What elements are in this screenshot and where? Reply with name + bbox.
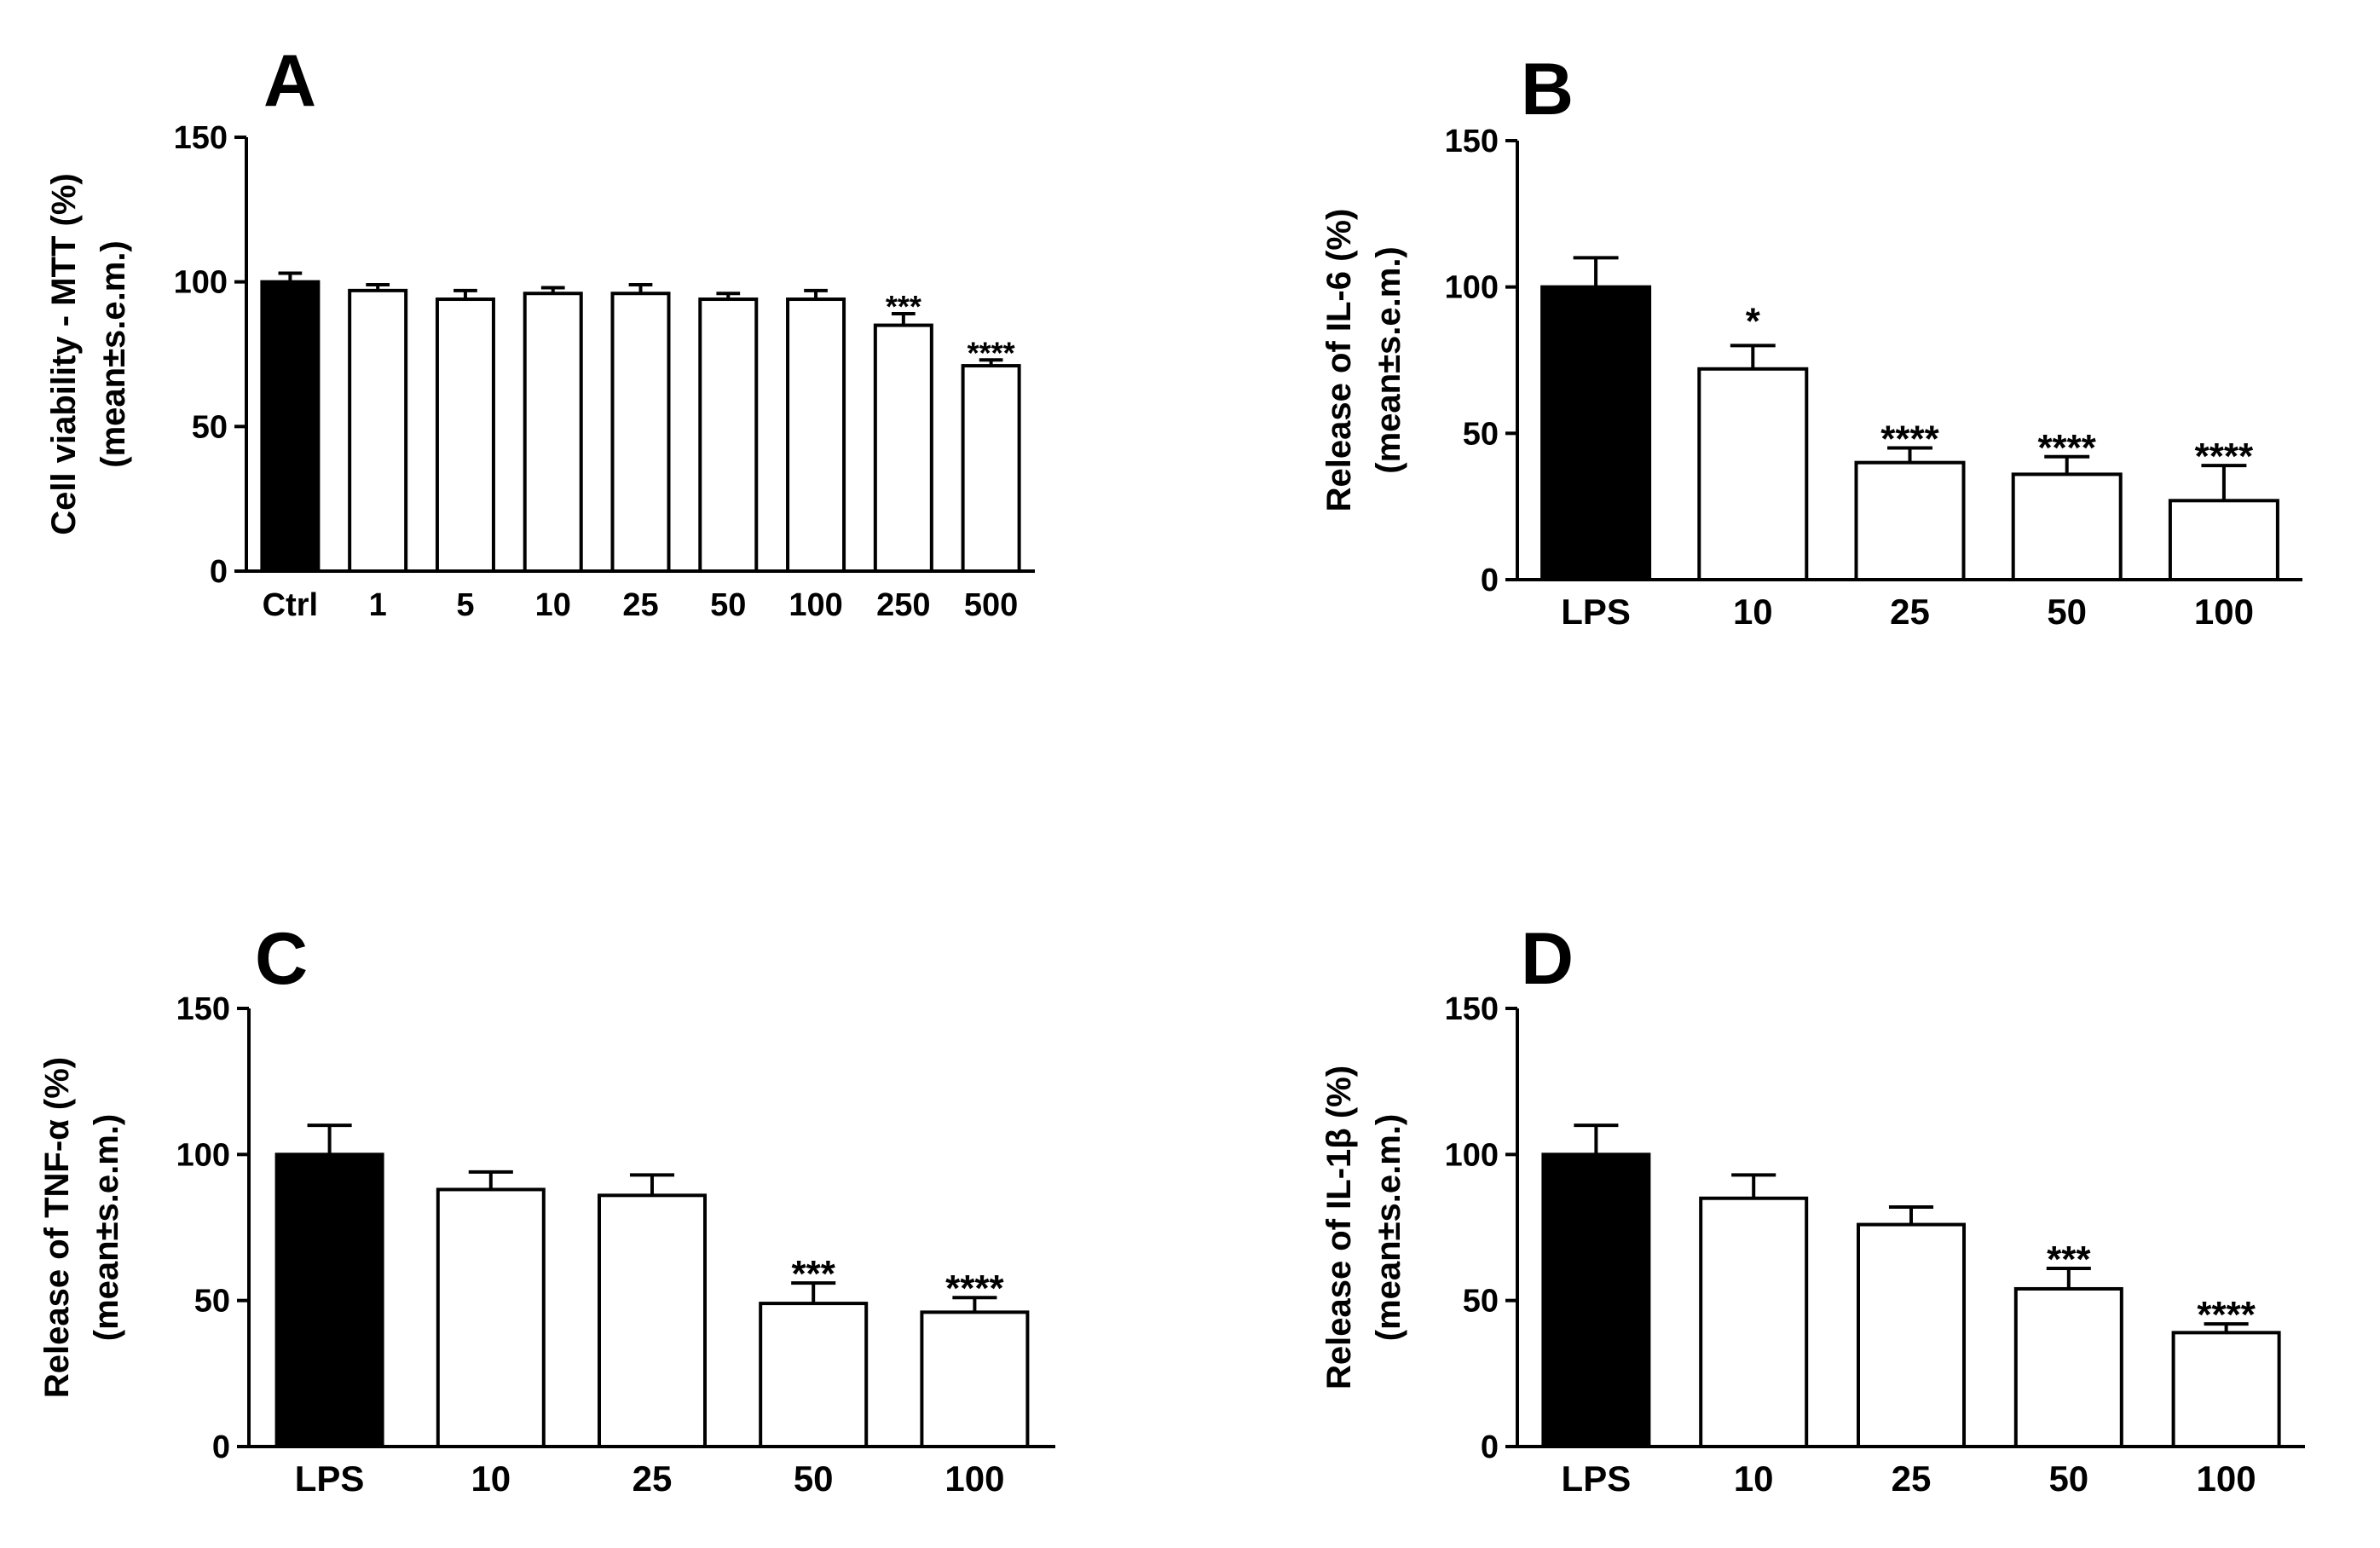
bar-50 <box>698 297 759 573</box>
y-tick-label: 0 <box>1481 563 1499 598</box>
significance-label: **** <box>968 335 1015 370</box>
panel-label-D: D <box>1521 918 1574 1000</box>
significance-label: *** <box>2047 1239 2091 1280</box>
y-axis-label: Release of TNF-α (%) (mean±s.e.m.) <box>38 1057 125 1398</box>
bar-25 <box>598 1193 707 1448</box>
bar-lps <box>1541 1152 1651 1449</box>
x-tick-label: 50 <box>2047 592 2087 632</box>
y-tick-label: 0 <box>210 554 228 590</box>
y-tick-label: 100 <box>176 1137 230 1173</box>
y-tick-label: 100 <box>174 265 228 301</box>
x-tick-label: 500 <box>964 587 1018 623</box>
significance-label: **** <box>2197 1294 2256 1336</box>
x-tick-label: LPS <box>1562 1458 1632 1499</box>
significance-label: *** <box>886 289 921 324</box>
y-axis-label: Release of IL-1β (%) (mean±s.e.m.) <box>1320 1066 1407 1389</box>
x-tick-label: Ctrl <box>263 587 318 623</box>
significance-label: * <box>1746 300 1761 342</box>
x-tick-label: 100 <box>944 1458 1004 1499</box>
x-tick-label: 100 <box>2197 1458 2256 1499</box>
bar-100 <box>920 1310 1030 1448</box>
y-axis-label-line: Cell viability - MTT (%) <box>45 173 83 534</box>
bar-100 <box>2168 499 2279 581</box>
x-tick-label: LPS <box>295 1458 365 1499</box>
y-tick-label: 50 <box>1463 1284 1499 1320</box>
y-axis-label-line: (mean±s.e.m.) <box>88 1114 125 1341</box>
x-tick-label: 50 <box>2048 1458 2088 1499</box>
x-tick-label: 50 <box>710 587 746 623</box>
y-tick-label: 150 <box>1445 124 1499 159</box>
significance-label: *** <box>792 1253 836 1295</box>
bar-50 <box>2013 1286 2123 1448</box>
y-axis-label-line: (mean±s.e.m.) <box>1370 246 1407 473</box>
y-tick-label: 150 <box>1445 991 1499 1027</box>
panel-C: C 0 50 100 150 Release of TNF-α (%) (mean±s.e.… <box>38 918 1055 1499</box>
bar-50 <box>2011 472 2123 582</box>
y-axis-label-line: Release of TNF-α (%) <box>38 1057 76 1398</box>
bar-10 <box>1697 367 1809 581</box>
bar-lps <box>1540 285 1652 581</box>
significance-label: **** <box>1880 419 1939 460</box>
y-tick-label: 50 <box>194 1284 230 1320</box>
bar-1 <box>348 288 408 573</box>
x-tick-label: 10 <box>471 1458 511 1499</box>
x-tick-label: 10 <box>1733 592 1773 632</box>
bar-ctrl <box>260 280 321 573</box>
y-tick-label: 150 <box>174 120 228 156</box>
bar-100 <box>2171 1331 2281 1448</box>
panel-D: D 0 50 100 150 Release of IL-1β (%) (mean±s.e.… <box>1320 918 2305 1499</box>
bar-250 <box>873 323 933 573</box>
y-axis-label-line: Release of IL-1β (%) <box>1320 1066 1358 1389</box>
y-tick-label: 50 <box>1463 416 1499 452</box>
bar-5 <box>435 297 495 573</box>
bar-25 <box>1857 1222 1966 1449</box>
x-tick-label: 25 <box>633 1458 673 1499</box>
y-axis-label-line: (mean±s.e.m.) <box>1370 1114 1407 1341</box>
significance-label: **** <box>945 1268 1004 1309</box>
x-tick-label: 100 <box>789 587 842 623</box>
panel-B: B 0 50 100 150 Release of IL-6 (%) (mean±s.e.m… <box>1320 49 2302 632</box>
bar-10 <box>436 1187 546 1449</box>
y-tick-label: 0 <box>1481 1430 1499 1465</box>
y-axis-label-line: Release of IL-6 (%) <box>1320 209 1358 512</box>
x-tick-label: 25 <box>1890 592 1930 632</box>
y-axis-label-line: (mean±s.e.m.) <box>95 240 132 467</box>
significance-label: **** <box>2037 427 2096 469</box>
panel-label-A: A <box>263 40 316 122</box>
significance-label: **** <box>2195 436 2254 477</box>
x-tick-label: 100 <box>2194 592 2254 632</box>
bar-10 <box>1699 1196 1809 1448</box>
x-tick-label: 50 <box>794 1458 834 1499</box>
y-axis-label: Release of IL-6 (%) (mean±s.e.m.) <box>1320 209 1407 512</box>
x-tick-label: LPS <box>1561 592 1631 632</box>
bar-25 <box>610 292 671 573</box>
x-tick-label: 1 <box>369 587 387 623</box>
bar-25 <box>1854 460 1966 582</box>
x-tick-label: 250 <box>876 587 930 623</box>
bar-500 <box>961 364 1021 573</box>
bar-lps <box>274 1152 384 1449</box>
y-axis-label: Cell viability - MTT (%) (mean±s.e.m.) <box>45 173 132 534</box>
bar-100 <box>786 297 846 573</box>
y-tick-label: 100 <box>1445 270 1499 306</box>
y-tick-label: 50 <box>192 409 228 445</box>
y-tick-label: 150 <box>176 991 230 1027</box>
bar-50 <box>759 1302 869 1449</box>
x-tick-label: 5 <box>456 587 474 623</box>
x-tick-label: 25 <box>622 587 658 623</box>
bar-10 <box>523 292 583 573</box>
x-tick-label: 10 <box>535 587 571 623</box>
panel-label-C: C <box>255 918 308 1000</box>
x-tick-label: 10 <box>1734 1458 1774 1499</box>
y-tick-label: 100 <box>1445 1137 1499 1173</box>
x-tick-label: 25 <box>1892 1458 1932 1499</box>
panel-label-B: B <box>1521 49 1574 130</box>
y-tick-label: 0 <box>212 1430 230 1465</box>
